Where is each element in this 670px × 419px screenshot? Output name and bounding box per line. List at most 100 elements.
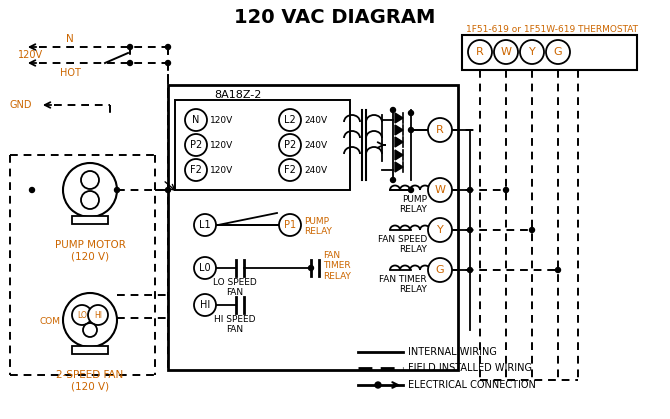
Circle shape (391, 108, 395, 112)
Circle shape (185, 159, 207, 181)
Circle shape (83, 323, 97, 337)
Text: P1: P1 (284, 220, 296, 230)
Polygon shape (395, 162, 403, 172)
Polygon shape (395, 150, 403, 160)
Text: PUMP
RELAY: PUMP RELAY (399, 195, 427, 215)
Text: W: W (500, 47, 511, 57)
Circle shape (428, 178, 452, 202)
Text: N: N (192, 115, 200, 125)
Text: W: W (435, 185, 446, 195)
Text: R: R (436, 125, 444, 135)
Bar (462, 35, 637, 70)
Text: P2: P2 (284, 140, 296, 150)
Text: GND: GND (9, 100, 32, 110)
Circle shape (520, 40, 544, 64)
Text: F2: F2 (190, 165, 202, 175)
Text: FAN SPEED
RELAY: FAN SPEED RELAY (378, 235, 427, 254)
Text: COM: COM (39, 318, 60, 326)
Text: PUMP MOTOR
(120 V): PUMP MOTOR (120 V) (54, 240, 125, 261)
Circle shape (279, 214, 301, 236)
Circle shape (165, 60, 170, 65)
Text: ELECTRICAL CONNECTION: ELECTRICAL CONNECTION (408, 380, 536, 390)
Text: 8A18Z-2: 8A18Z-2 (214, 90, 262, 100)
Circle shape (529, 228, 535, 233)
Text: 240V: 240V (304, 140, 327, 150)
Circle shape (468, 267, 472, 272)
Text: FIELD INSTALLED WIRING: FIELD INSTALLED WIRING (408, 363, 532, 373)
Circle shape (428, 218, 452, 242)
Circle shape (127, 60, 133, 65)
Circle shape (194, 257, 216, 279)
Circle shape (63, 293, 117, 347)
Circle shape (468, 40, 492, 64)
Circle shape (409, 127, 413, 132)
Text: FAN TIMER
RELAY: FAN TIMER RELAY (379, 275, 427, 295)
Circle shape (555, 267, 561, 272)
Circle shape (468, 187, 472, 192)
Text: 240V: 240V (304, 116, 327, 124)
Text: P2: P2 (190, 140, 202, 150)
Circle shape (29, 187, 34, 192)
Text: R: R (476, 47, 484, 57)
Text: HI: HI (94, 310, 102, 320)
Circle shape (546, 40, 570, 64)
Text: 120 VAC DIAGRAM: 120 VAC DIAGRAM (234, 8, 436, 27)
Text: 120V: 120V (210, 116, 233, 124)
Text: Y: Y (437, 225, 444, 235)
Text: 120V: 120V (18, 50, 43, 60)
Text: HI SPEED
FAN: HI SPEED FAN (214, 315, 256, 334)
Text: G: G (553, 47, 562, 57)
Text: PUMP
RELAY: PUMP RELAY (304, 217, 332, 236)
Circle shape (185, 109, 207, 131)
Text: HOT: HOT (60, 68, 80, 78)
Text: 240V: 240V (304, 166, 327, 174)
Circle shape (185, 134, 207, 156)
Bar (72, 216, 108, 224)
Text: L2: L2 (284, 115, 296, 125)
Circle shape (279, 159, 301, 181)
Polygon shape (395, 113, 403, 123)
Circle shape (115, 187, 119, 192)
Circle shape (409, 187, 413, 192)
Circle shape (503, 187, 509, 192)
Circle shape (428, 258, 452, 282)
Text: HI: HI (200, 300, 210, 310)
Circle shape (279, 134, 301, 156)
Polygon shape (395, 125, 403, 135)
Circle shape (468, 228, 472, 233)
Text: N: N (66, 34, 74, 44)
Circle shape (72, 305, 92, 325)
Bar (175, 100, 350, 190)
Text: 2-SPEED FAN
(120 V): 2-SPEED FAN (120 V) (56, 370, 124, 392)
Text: FAN
TIMER
RELAY: FAN TIMER RELAY (323, 251, 351, 281)
Text: 120V: 120V (210, 166, 233, 174)
Circle shape (165, 44, 170, 49)
Circle shape (308, 266, 314, 271)
Bar (168, 85, 458, 370)
Circle shape (428, 118, 452, 142)
Polygon shape (395, 137, 403, 147)
Circle shape (127, 44, 133, 49)
Circle shape (279, 109, 301, 131)
Text: 1F51-619 or 1F51W-619 THERMOSTAT: 1F51-619 or 1F51W-619 THERMOSTAT (466, 24, 638, 34)
Text: L1: L1 (199, 220, 211, 230)
Text: INTERNAL WIRING: INTERNAL WIRING (408, 347, 497, 357)
Circle shape (81, 171, 99, 189)
Text: LO: LO (77, 310, 87, 320)
Circle shape (63, 163, 117, 217)
Text: 120V: 120V (210, 140, 233, 150)
Circle shape (88, 305, 108, 325)
Circle shape (165, 187, 170, 192)
Circle shape (494, 40, 518, 64)
Text: G: G (436, 265, 444, 275)
Text: Y: Y (529, 47, 535, 57)
Circle shape (409, 111, 413, 116)
Bar (72, 346, 108, 354)
Circle shape (375, 382, 381, 388)
Circle shape (391, 178, 395, 183)
Circle shape (81, 191, 99, 209)
Circle shape (194, 294, 216, 316)
Text: L0: L0 (199, 263, 211, 273)
Text: LO SPEED
FAN: LO SPEED FAN (213, 278, 257, 297)
Text: F2: F2 (284, 165, 296, 175)
